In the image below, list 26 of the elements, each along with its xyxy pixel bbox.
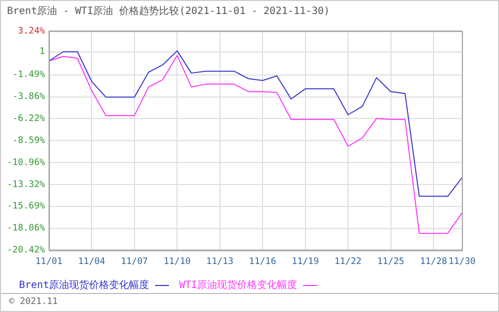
chart-title: Brent原油 - WTI原油 价格趋势比较(2021-11-01 - 2021-11-30) [7,4,330,18]
y-tick-label: 1 [40,47,45,58]
x-tick-label: 11/25 [377,256,404,267]
x-tick-label: 11/04 [78,256,106,267]
x-tick-label: 11/01 [35,256,62,267]
y-tick-label: -15.69% [6,202,46,212]
text: © 2021.11 [1,293,498,310]
y-tick-label: -3.86% [12,92,46,102]
y-tick-label: -10.96% [6,158,46,168]
legend-label: WTI原油现货价格变化幅度 [179,280,298,291]
y-tick-label: -6.22% [12,114,46,124]
y-tick-label: 3.24% [18,26,46,36]
x-tick-label: 11/13 [206,256,234,267]
y-tick-label: -20.42% [6,246,46,256]
x-tick-label: 11/30 [448,256,476,267]
x-tick-label: 11/07 [120,256,148,267]
x-tick-label: 11/10 [164,256,191,267]
y-tick-label: -13.32% [6,180,46,190]
y-tick-label: -8.59% [12,136,46,146]
legend-label: Brent原油现货价格变化幅度 [19,280,150,291]
y-tick-label: -1.49% [12,70,46,80]
y-tick-label: -18.06% [6,224,46,234]
x-tick-label: 11/28 [420,256,448,267]
x-tick-label: 11/19 [292,256,319,267]
x-tick-label: 11/22 [334,256,362,267]
x-tick-label: 11/16 [249,256,276,267]
